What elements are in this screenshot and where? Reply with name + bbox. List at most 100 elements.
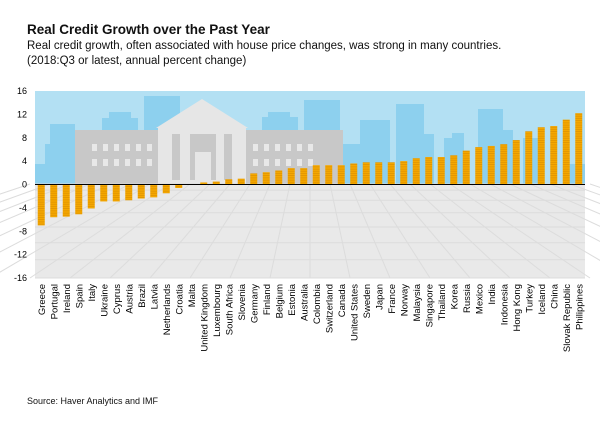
y-tick-label: 4 <box>22 156 27 166</box>
bar-greece <box>37 184 45 226</box>
x-tick-label: Ukraine <box>99 284 110 317</box>
subtitle-line-1: Real credit growth, often associated wit… <box>27 40 502 52</box>
x-tick-label: Australia <box>299 283 310 321</box>
x-tick-label: Spain <box>74 284 85 308</box>
x-tick-label: Thailand <box>437 284 448 320</box>
x-tick-label: Japan <box>374 284 385 310</box>
x-tick-label: Canada <box>337 283 348 317</box>
bar-ireland <box>62 184 70 217</box>
x-tick-label: Hong Kong <box>512 284 523 332</box>
bar-united-kingdom <box>200 182 208 185</box>
bar-netherlands <box>162 184 170 194</box>
x-tick-label: Croatia <box>174 283 185 314</box>
bar-estonia <box>287 168 295 185</box>
bar-sweden <box>362 162 370 185</box>
x-tick-label: Korea <box>449 283 460 309</box>
y-tick-label: -16 <box>14 273 27 283</box>
bar-brazil <box>137 184 145 199</box>
x-tick-label: Germany <box>249 284 260 323</box>
x-tick-label: Iceland <box>537 284 548 315</box>
x-tick-label: South Africa <box>224 283 235 335</box>
bar-turkey <box>525 131 533 185</box>
bar-philippines <box>575 113 583 185</box>
x-tick-label: United States <box>349 284 360 341</box>
x-tick-label: Estonia <box>287 283 298 315</box>
x-axis-labels: Greece Portugal Ireland Spain Italy Ukraine Cy… <box>37 283 586 352</box>
x-tick-label: Mexico <box>474 284 485 314</box>
bar-finland <box>262 172 270 185</box>
chart-subtitle: Real credit growth, often associated wit… <box>27 39 587 69</box>
x-tick-label: China <box>549 283 560 309</box>
bar-austria <box>125 184 133 201</box>
x-tick-label: Latvia <box>149 283 160 309</box>
bar-china <box>550 126 558 185</box>
bar-luxembourg <box>212 181 220 185</box>
y-tick-label: 12 <box>17 109 27 119</box>
y-axis: 16 12 8 4 0 -4 -8 -12 -16 <box>14 86 27 283</box>
bar-iceland <box>537 127 545 185</box>
bar-south-africa <box>225 179 233 185</box>
x-tick-label: Russia <box>462 283 473 313</box>
x-tick-label: Norway <box>399 284 410 316</box>
bar-norway <box>400 161 408 185</box>
x-tick-label: Cyprus <box>112 284 123 314</box>
y-tick-label: -8 <box>19 226 27 236</box>
x-tick-label: Malaysia <box>412 283 423 321</box>
bar-canada <box>337 165 345 185</box>
bar-italy <box>87 184 95 209</box>
bar-korea <box>450 155 458 185</box>
y-tick-label: 8 <box>22 133 27 143</box>
x-tick-label: Singapore <box>424 284 435 327</box>
bar-australia <box>300 168 308 185</box>
x-tick-label: France <box>387 284 398 314</box>
x-tick-label: Philippines <box>574 284 585 330</box>
bar-malaysia <box>412 158 420 185</box>
subtitle-line-2: (2018:Q3 or latest, annual percent chang… <box>27 55 247 67</box>
x-tick-label: Switzerland <box>324 284 335 333</box>
y-tick-label: -12 <box>14 250 27 260</box>
y-tick-label: -4 <box>19 203 27 213</box>
bar-latvia <box>150 184 158 198</box>
bar-portugal <box>50 184 58 218</box>
x-tick-label: Austria <box>124 283 135 313</box>
bars <box>37 113 583 226</box>
x-tick-label: India <box>487 283 498 304</box>
source-note: Source: Haver Analytics and IMF <box>27 396 159 406</box>
bar-indonesia <box>500 144 508 185</box>
x-tick-label: Ireland <box>62 284 73 313</box>
bar-mexico <box>475 147 483 185</box>
bar-spain <box>75 184 83 215</box>
bar-united-states <box>350 163 358 185</box>
x-tick-label: Brazil <box>137 284 148 308</box>
bar-croatia <box>175 184 183 189</box>
x-tick-label: Turkey <box>524 284 535 313</box>
bar-slovak-republic <box>562 119 570 185</box>
bar-japan <box>375 162 383 185</box>
bar-russia <box>462 150 470 185</box>
x-tick-label: Belgium <box>274 284 285 318</box>
x-tick-label: Finland <box>262 284 273 315</box>
x-tick-label: Malta <box>187 283 198 307</box>
bar-slovenia <box>237 178 245 185</box>
x-tick-label: Portugal <box>49 284 60 319</box>
bar-germany <box>250 173 258 185</box>
x-tick-label: Netherlands <box>162 284 173 335</box>
bar-belgium <box>275 170 283 185</box>
x-tick-label: United Kingdom <box>199 284 210 352</box>
y-tick-label: 16 <box>17 86 27 96</box>
bar-singapore <box>425 157 433 185</box>
x-tick-label: Colombia <box>312 283 323 324</box>
bar-ukraine <box>100 184 108 202</box>
bar-india <box>487 145 495 185</box>
y-tick-label: 0 <box>22 180 27 190</box>
bar-colombia <box>312 165 320 185</box>
bar-cyprus <box>112 184 120 202</box>
x-tick-label: Indonesia <box>499 283 510 325</box>
x-tick-label: Slovak Republic <box>562 284 573 352</box>
bar-france <box>387 162 395 185</box>
x-tick-label: Luxembourg <box>212 284 223 337</box>
x-tick-label: Greece <box>37 284 48 315</box>
x-tick-label: Italy <box>87 284 98 302</box>
x-tick-label: Slovenia <box>237 283 248 320</box>
